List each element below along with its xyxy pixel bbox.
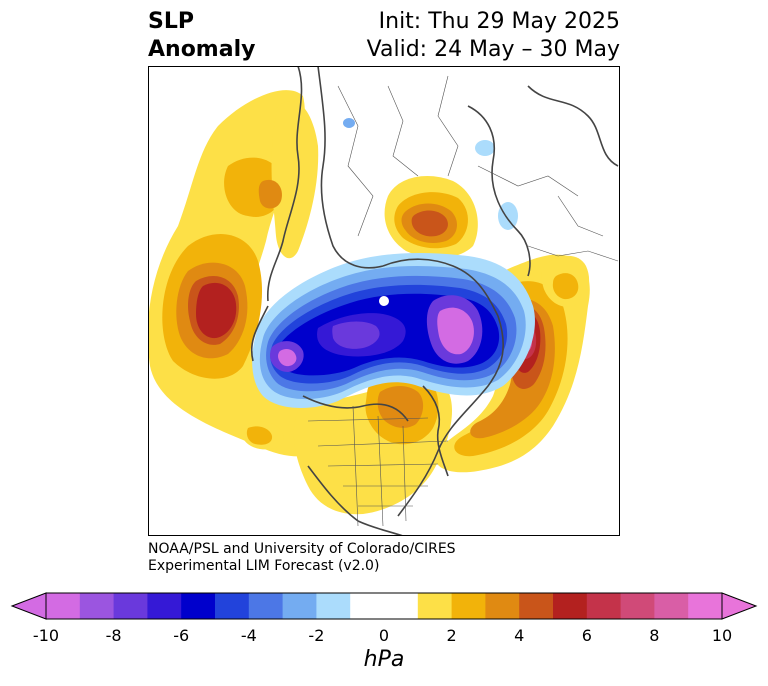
colorbar-segment (654, 593, 689, 619)
colorbar-segment (46, 593, 81, 619)
colorbar-segment (417, 593, 453, 619)
anomaly-north-yellow (271, 100, 319, 259)
colorbar-tick-label: -2 (308, 626, 325, 645)
title-line-1: SLP (148, 9, 194, 34)
init-date: Init: Thu 29 May 2025 (378, 9, 620, 34)
coastlines (250, 66, 619, 536)
anomaly-namerica-orange (377, 386, 424, 428)
colorbar-tick-label: -6 (173, 626, 190, 645)
colorbar-segment (147, 593, 182, 619)
forecast-dates: Init: Thu 29 May 2025 Valid: 24 May – 30… (367, 8, 620, 64)
colorbar-segment (215, 593, 250, 619)
colorbar-ticks: -10 -8 -6 -4 -2 0 2 4 6 8 10 (0, 626, 768, 646)
credit-line-1: NOAA/PSL and University of Colorado/CIRE… (148, 541, 456, 557)
credit-line-2: Experimental LIM Forecast (v2.0) (148, 558, 380, 574)
colorbar-tick-label: 4 (514, 626, 525, 645)
colorbar-segment (79, 593, 115, 619)
anomaly-siberia-red-orange (411, 210, 448, 237)
colorbar-tick-label: -8 (105, 626, 122, 645)
map-title: SLP Anomaly (148, 8, 255, 64)
colorbar-tick-label: 2 (446, 626, 457, 645)
colorbar-tick-label: -10 (32, 626, 60, 645)
north-pole-marker (379, 296, 389, 306)
valid-date: Valid: 24 May – 30 May (366, 37, 620, 62)
anomaly-pacific-red (196, 282, 237, 339)
anomaly-gulf-gold (246, 426, 273, 445)
title-line-2: Anomaly (148, 37, 256, 62)
anomaly-spot-blue-3 (498, 202, 518, 230)
colorbar-extend-min (10, 592, 47, 620)
colorbar-tick-label: 0 (378, 626, 390, 645)
colorbar-segment (485, 593, 520, 619)
colorbar-border (45, 592, 723, 620)
colorbar-tick-label: 6 (581, 626, 592, 645)
anomaly-greenland-magenta (437, 307, 474, 355)
anomaly-north-orange (258, 179, 282, 209)
colorbar-segment (620, 593, 655, 619)
colorbar-segment (553, 593, 588, 619)
colorbar-segment (113, 593, 148, 619)
colorbar (10, 592, 758, 620)
colorbar-segment (316, 593, 351, 619)
data-credit: NOAA/PSL and University of Colorado/CIRE… (148, 541, 456, 575)
colorbar-unit: hPa (363, 647, 405, 672)
anomaly-europe-gold (552, 273, 579, 300)
colorbar-tick-label: 8 (649, 626, 660, 645)
colorbar-segment (181, 593, 216, 619)
slp-anomaly-map (148, 66, 620, 536)
colorbar-segment (384, 593, 419, 619)
anomaly-spot-blue-1 (343, 118, 355, 128)
colorbar-tick-label: -4 (240, 626, 257, 645)
colorbar-segment (519, 593, 554, 619)
colorbar-tick-label: 10 (711, 626, 733, 645)
colorbar-segment (350, 593, 385, 619)
political-borders (307, 75, 619, 527)
colorbar-segment (282, 593, 317, 619)
anomaly-alaska-magenta (278, 348, 297, 367)
colorbar-segment (248, 593, 284, 619)
anomaly-arctic-purple (332, 321, 380, 349)
colorbar-segment (688, 593, 723, 619)
colorbar-segment (451, 593, 486, 619)
anomaly-spot-blue-2 (475, 140, 495, 156)
colorbar-segment (586, 593, 622, 619)
colorbar-extend-max (721, 592, 758, 620)
